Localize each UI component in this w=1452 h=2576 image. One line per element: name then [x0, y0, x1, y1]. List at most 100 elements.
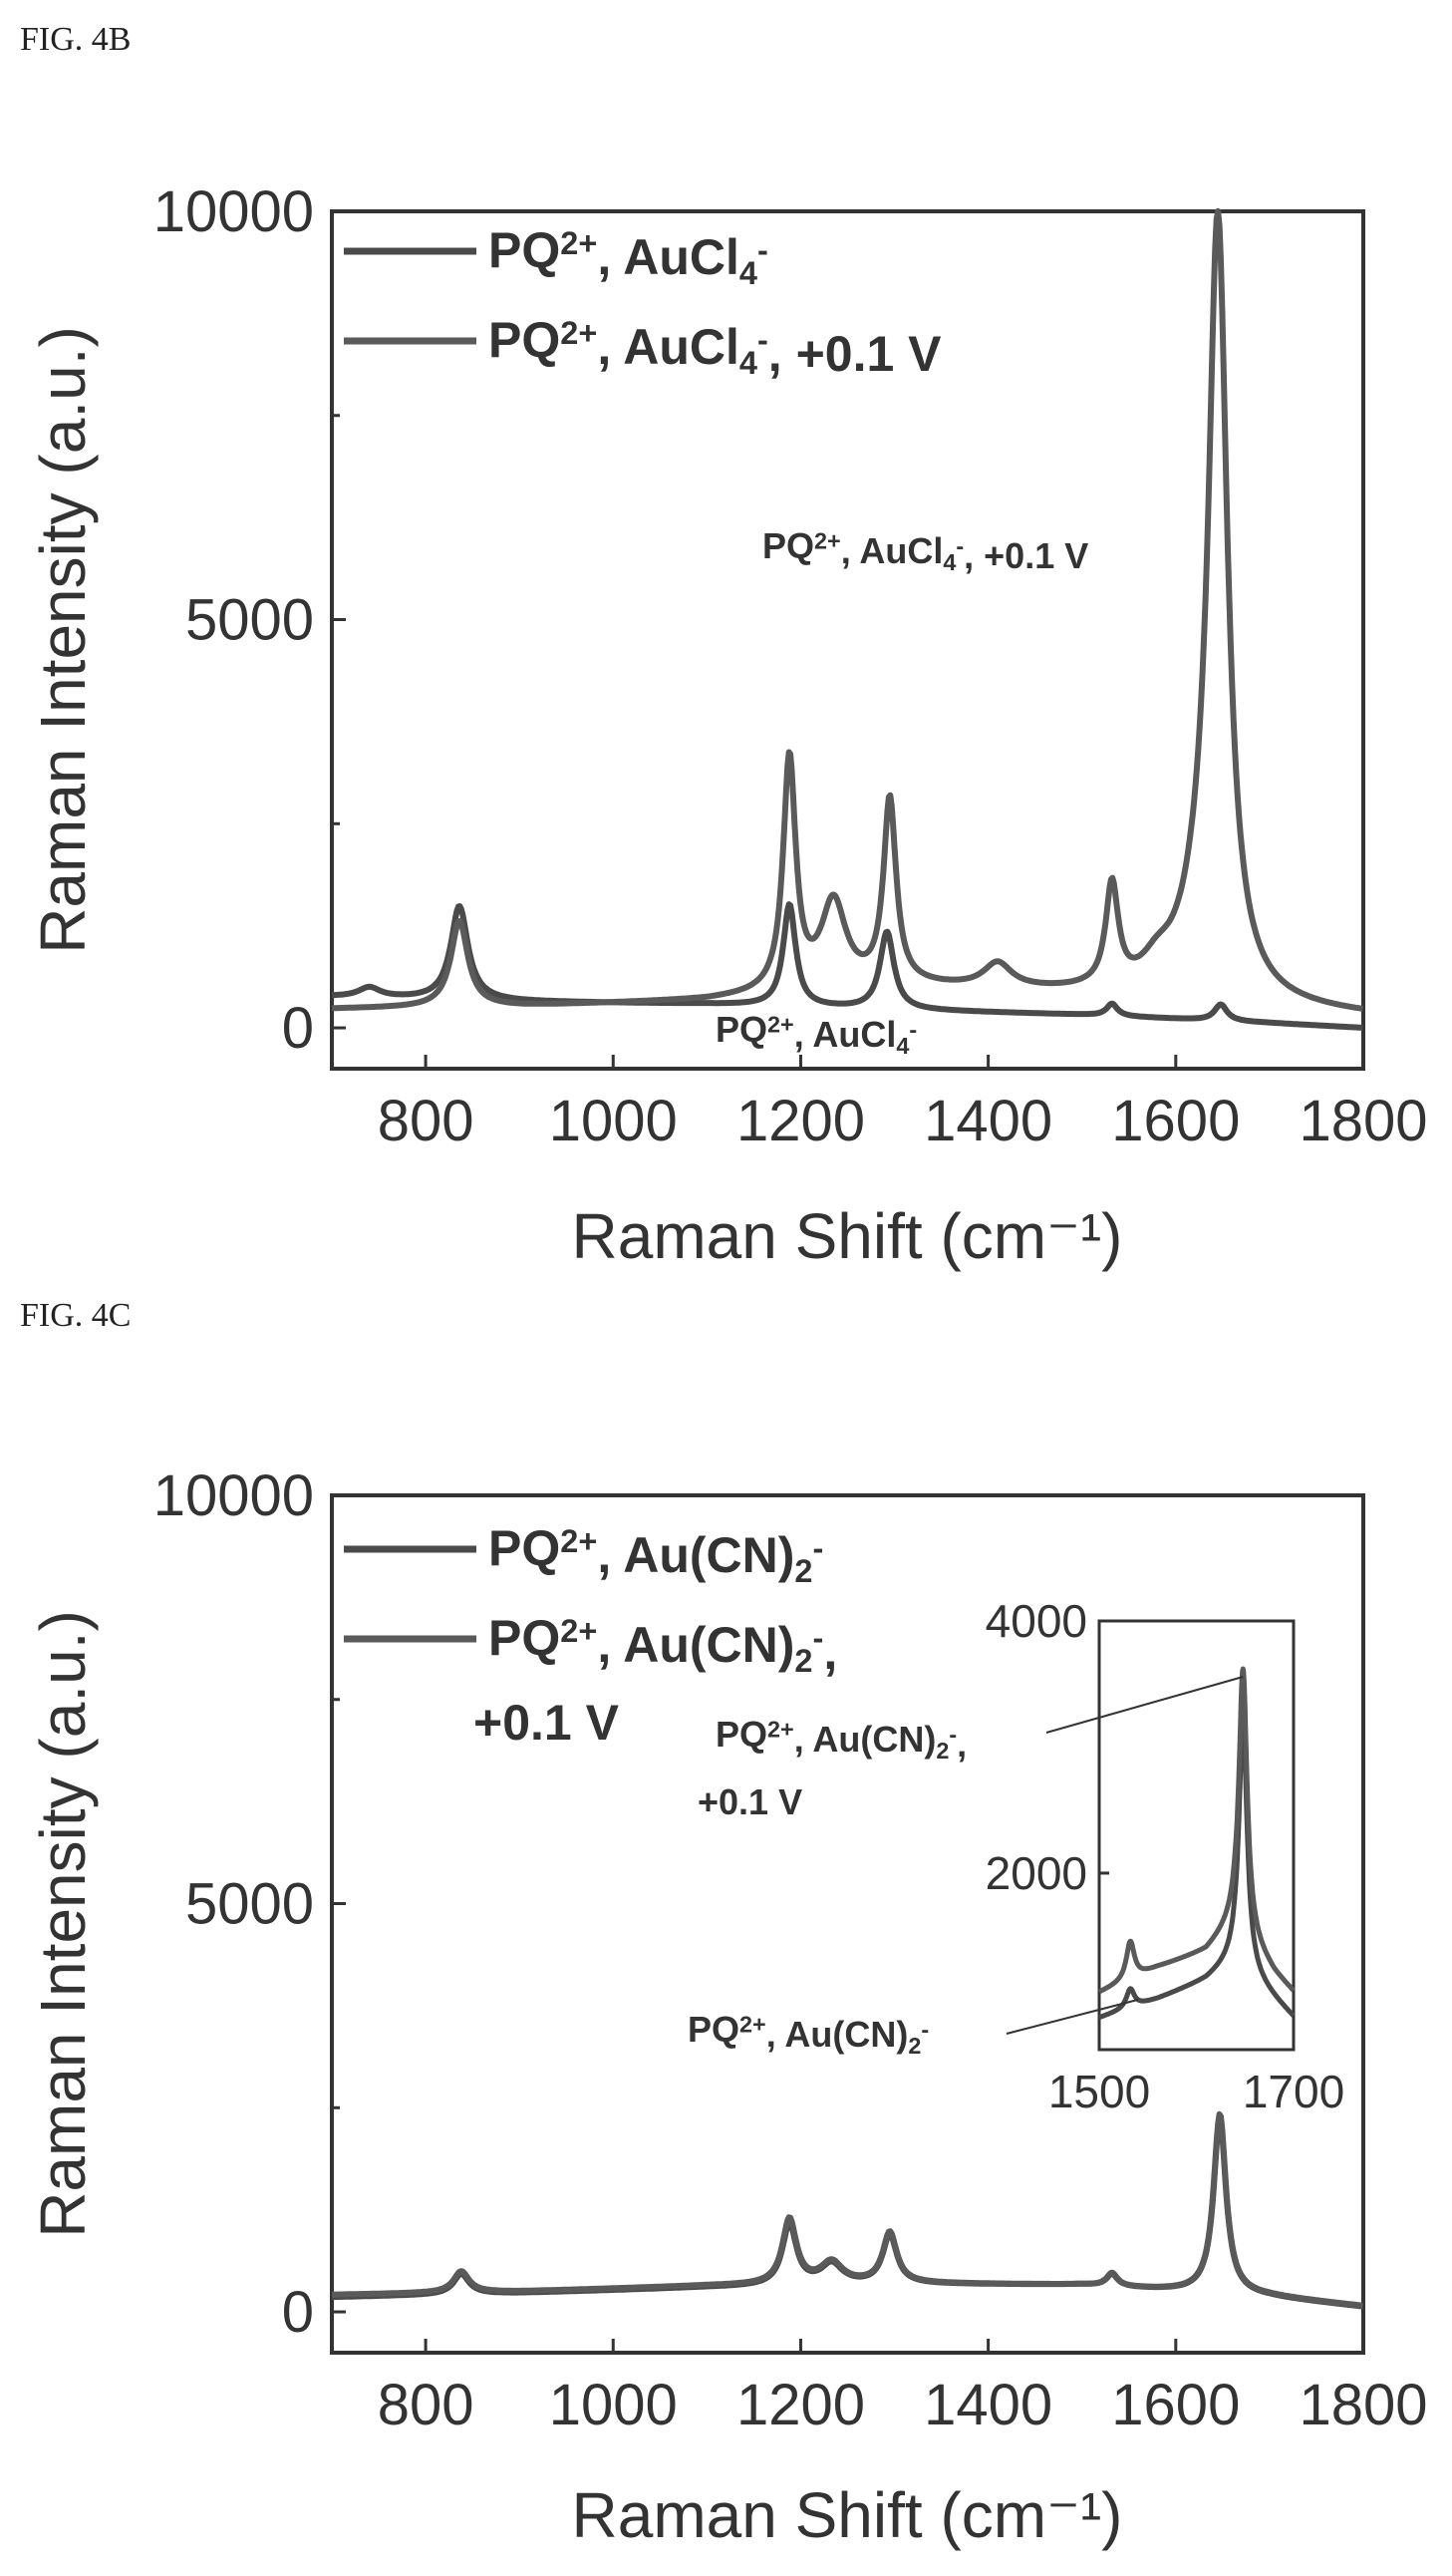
label-sub: 4 — [896, 1033, 909, 1059]
y-tick-label: 5000 — [185, 588, 314, 653]
inset-annotation-label-2: PQ2+, Au(CN)2- — [688, 2009, 929, 2059]
inset-y-tick-label: 2000 — [986, 1847, 1087, 1899]
label-mid: , Au(CN) — [597, 1617, 794, 1673]
label-sup2: - — [757, 322, 768, 358]
label-sup2: - — [921, 2017, 929, 2043]
label-sup2: - — [813, 1620, 824, 1656]
label-sup2: - — [813, 1530, 824, 1566]
label-sub: 2 — [936, 1738, 949, 1764]
series-group — [330, 2110, 1365, 2310]
series-line-1 — [330, 2115, 1365, 2310]
x-tick-label: 1800 — [1299, 2373, 1427, 2437]
label-sup2: - — [949, 1722, 957, 1748]
series-line-1 — [330, 901, 1365, 1031]
legend-label-2: PQ2+, AuCl4-, +0.1 V — [488, 312, 942, 382]
axis-ticks: 800 1000 1200 1400 1600 1800 0 5000 10000 — [153, 1463, 1428, 2437]
label-mid: +0.1 V — [473, 1695, 620, 1751]
label-sup2: - — [956, 533, 964, 559]
inset-annotation-label-1: PQ2+, Au(CN)2-, — [716, 1714, 967, 1765]
label-sub: 2 — [794, 1643, 812, 1679]
label-sup: 2+ — [560, 315, 597, 351]
label-tail: , +0.1 V — [964, 535, 1088, 576]
x-tick-label: 1400 — [924, 2373, 1052, 2437]
figure-label-4b: FIG. 4B — [20, 21, 131, 58]
legend: PQ2+, Au(CN)2-PQ2+, Au(CN)2-,+0.1 V — [344, 1520, 837, 1751]
x-axis-title: Raman Shift (cm⁻¹) — [572, 2479, 1123, 2551]
inset-x-tick-label: 1500 — [1048, 2066, 1150, 2117]
label-sup: 2+ — [814, 528, 841, 554]
y-tick-label: 10000 — [153, 1463, 314, 1528]
legend-label-3: +0.1 V — [473, 1695, 620, 1751]
inset-frame — [1097, 1619, 1296, 2052]
x-tick-label: 1200 — [736, 2373, 865, 2437]
label-base: PQ — [488, 222, 560, 278]
y-tick-label: 0 — [282, 2280, 314, 2345]
label-base: PQ — [488, 1520, 560, 1576]
label-sub: 4 — [943, 549, 956, 575]
series-group — [330, 207, 1365, 1031]
label-mid: , Au(CN) — [794, 1719, 937, 1760]
label-mid: , AuCl — [597, 229, 739, 285]
annotation-label-2: PQ2+, AuCl4- — [716, 1009, 917, 1059]
inset-series-line-2 — [1097, 1666, 1296, 1995]
inset-series-line-1 — [1097, 1714, 1296, 2021]
inset-leader-line-1 — [1045, 1676, 1244, 1734]
label-sup2: - — [757, 232, 768, 268]
label-sup: 2+ — [739, 2012, 766, 2038]
annotation-label-1: PQ2+, AuCl4-, +0.1 V — [762, 525, 1088, 576]
label-mid: , AuCl — [841, 530, 944, 571]
legend: PQ2+, AuCl4-PQ2+, AuCl4-, +0.1 V — [344, 222, 942, 382]
label-mid: , AuCl — [597, 319, 739, 375]
y-axis-title: Raman Intensity (a.u.) — [27, 1610, 99, 2238]
y-tick-label: 0 — [282, 996, 314, 1061]
label-sup: 2+ — [767, 1012, 794, 1038]
x-tick-label: 1000 — [549, 1089, 678, 1153]
axis-ticks: 800 1000 1200 1400 1600 1800 0 5000 10000 — [153, 179, 1428, 1153]
label-tail: , — [823, 1624, 837, 1680]
series-line-2 — [330, 207, 1365, 1012]
x-tick-label: 800 — [378, 2373, 474, 2437]
inset-x-tick-label: 1700 — [1243, 2066, 1344, 2117]
series-line-2 — [330, 2110, 1365, 2309]
label-base: PQ — [762, 525, 814, 566]
label-base: PQ — [488, 1610, 560, 1666]
x-tick-label: 1400 — [924, 1089, 1052, 1153]
x-tick-label: 1200 — [736, 1089, 865, 1153]
label-tail: , — [957, 1724, 967, 1765]
label-sub: 2 — [794, 1553, 812, 1589]
legend-label-2: PQ2+, Au(CN)2-, — [488, 1610, 837, 1680]
label-base: PQ — [688, 2009, 739, 2050]
x-tick-label: 1600 — [1111, 1089, 1240, 1153]
y-tick-label: 10000 — [153, 179, 314, 244]
label-mid: , Au(CN) — [597, 1527, 794, 1583]
label-mid: , AuCl — [794, 1014, 897, 1055]
plot-frame — [330, 209, 1365, 1071]
x-tick-label: 1800 — [1299, 1089, 1427, 1153]
inset-y-tick-label: 4000 — [986, 1595, 1087, 1647]
label-sup: 2+ — [560, 225, 597, 261]
label-sub: 2 — [908, 2033, 921, 2059]
y-axis-title: Raman Intensity (a.u.) — [27, 326, 99, 954]
label-base: PQ — [716, 1714, 767, 1755]
label-sup: 2+ — [560, 1523, 597, 1559]
inset-annotation-label-1-line2: +0.1 V — [698, 1781, 802, 1822]
label-sup2: - — [909, 1017, 917, 1043]
label-sup: 2+ — [560, 1613, 597, 1649]
inset-leader-line-2 — [1006, 1998, 1139, 2035]
legend-label-1: PQ2+, Au(CN)2- — [488, 1520, 823, 1589]
label-sub: 4 — [739, 345, 757, 381]
plot-frame — [330, 1493, 1365, 2355]
legend-label-1: PQ2+, AuCl4- — [488, 222, 768, 291]
figure-label-4c: FIG. 4C — [20, 1297, 131, 1334]
x-axis-title: Raman Shift (cm⁻¹) — [572, 1200, 1123, 1272]
label-base: PQ — [488, 312, 560, 368]
label-tail: , +0.1 V — [768, 326, 942, 382]
label-sub: 4 — [739, 255, 757, 291]
y-tick-label: 5000 — [185, 1872, 314, 1937]
label-base: PQ — [716, 1009, 767, 1050]
label-mid: , Au(CN) — [766, 2014, 909, 2055]
